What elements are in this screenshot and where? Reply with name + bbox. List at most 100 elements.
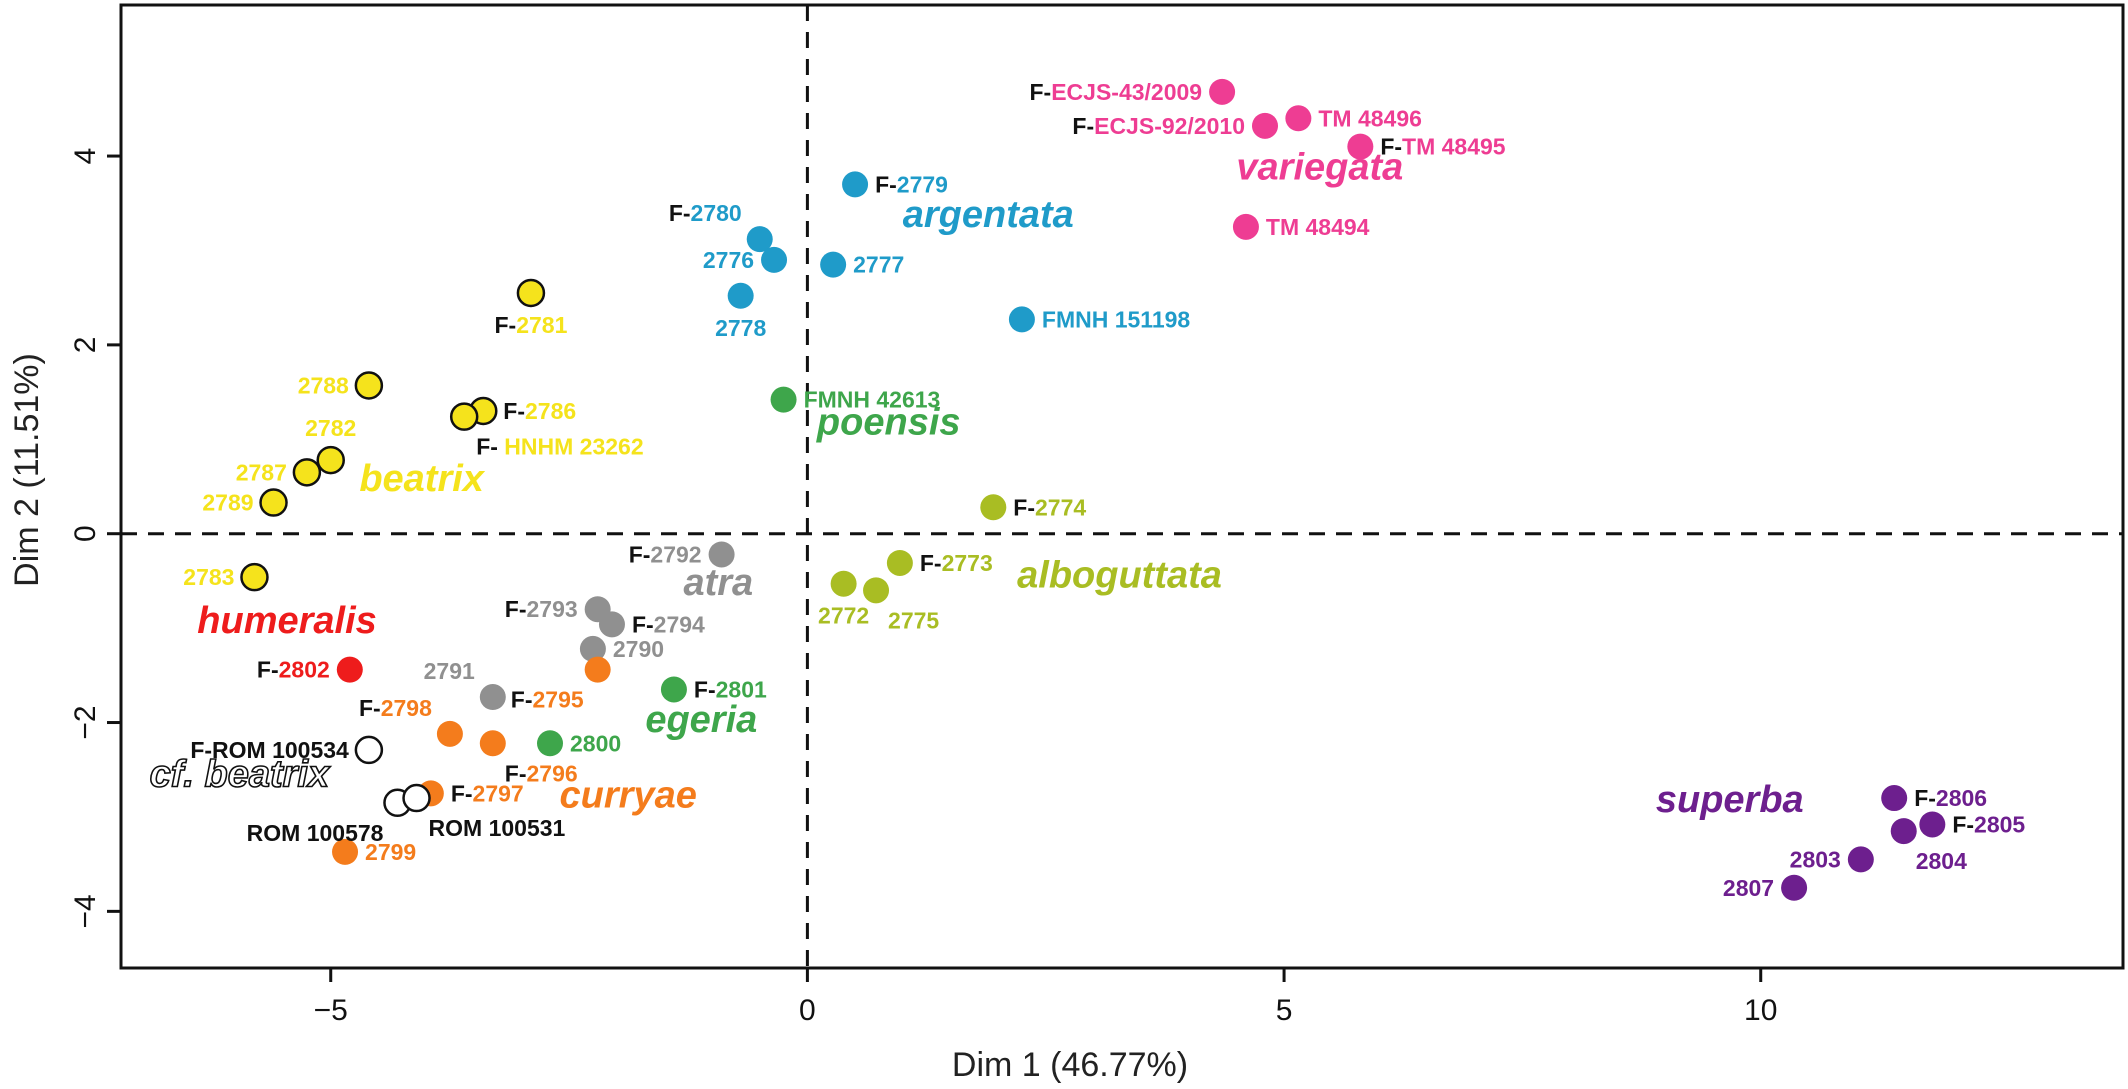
data-point [259, 488, 288, 517]
point-label: 2775 [888, 607, 939, 633]
group-label: poensis [816, 402, 961, 444]
group-label: beatrix [359, 458, 485, 500]
data-point [727, 282, 754, 309]
data-point [1209, 78, 1236, 105]
data-point [708, 541, 735, 568]
data-point [761, 246, 788, 273]
point-label: TM 48494 [1266, 214, 1370, 240]
group-labels: variegata argentata poensis beatrix albogutt… [149, 147, 1804, 822]
point-label: F-2792 [629, 541, 702, 567]
x-tick-label: 0 [799, 994, 816, 1027]
point-label: TM 48496 [1318, 105, 1422, 131]
data-point [1008, 306, 1035, 333]
group-label: atra [683, 562, 753, 604]
point-label: 2804 [1916, 848, 1967, 874]
point-label: F-2786 [503, 398, 576, 424]
data-point [770, 386, 797, 413]
point-label: 2800 [570, 730, 621, 756]
y-tick-label: 4 [69, 148, 102, 165]
data-point [1285, 105, 1312, 132]
data-point [598, 611, 625, 638]
y-tick-label: −2 [69, 705, 102, 739]
data-point [292, 458, 322, 487]
y-axis-title: Dim 2 (11.51%) [8, 353, 46, 587]
data-point [842, 171, 869, 198]
point-label: 2787 [236, 459, 287, 485]
point-label: F-2793 [505, 596, 578, 622]
x-axis-title: Dim 1 (46.77%) [952, 1046, 1188, 1084]
point-label: 2807 [1723, 875, 1774, 901]
group-label: curryae [560, 775, 697, 817]
data-point [354, 371, 384, 400]
data-point [1232, 213, 1259, 240]
point-label: F-ROM 100534 [190, 737, 349, 763]
point-label: F-2802 [257, 657, 330, 683]
data-point [479, 684, 506, 711]
point-label: 2783 [183, 564, 234, 590]
point-label: F-2781 [494, 312, 567, 338]
point-label: F-2795 [511, 687, 584, 713]
group-label: alboguttata [1017, 555, 1222, 597]
point-label: 2776 [703, 247, 754, 273]
group-label: superba [1656, 779, 1804, 821]
data-point [354, 735, 384, 765]
group-label: argentata [903, 194, 1074, 236]
y-tick-label: 0 [69, 525, 102, 542]
data-point [584, 656, 611, 683]
y-tick-label: −4 [69, 894, 102, 928]
data-point [1919, 811, 1946, 838]
point-label: 2788 [298, 372, 349, 398]
reference-lines [121, 5, 2123, 968]
point-label: F-2798 [359, 695, 432, 721]
data-point [479, 730, 506, 757]
data-point [449, 402, 479, 431]
group-label: variegata [1236, 147, 1403, 189]
group-label: cf. beatrix [150, 754, 331, 796]
x-tick-label: −5 [314, 994, 348, 1027]
point-label: F-2797 [451, 780, 524, 806]
point-label: 2791 [424, 658, 475, 684]
group-label: humeralis [197, 600, 377, 642]
data-point [830, 570, 857, 597]
x-tick-label: 5 [1276, 994, 1293, 1027]
point-label: ROM 100578 [247, 820, 384, 846]
data-point [336, 656, 363, 683]
point-label: FMNH 151198 [1042, 306, 1191, 332]
data-point [332, 838, 359, 865]
data-point [820, 251, 847, 278]
data-point [980, 494, 1007, 521]
data-point [1890, 818, 1917, 845]
data-point [863, 577, 890, 604]
data-point [316, 445, 345, 475]
point-label: 2772 [818, 603, 869, 629]
point-label: 2790 [613, 636, 664, 662]
y-tick-label: 2 [69, 337, 102, 354]
point-label: F-2805 [1952, 811, 2025, 837]
data-point [1347, 133, 1374, 160]
data-point [1781, 874, 1808, 901]
point-label: F-2806 [1914, 785, 1987, 811]
data-point [516, 278, 546, 308]
data-point [240, 562, 269, 592]
point-label: F-2774 [1013, 494, 1086, 520]
point-label: 2799 [365, 839, 416, 865]
data-point [402, 783, 431, 813]
group-label: egeria [645, 699, 757, 741]
data-point [1252, 112, 1278, 139]
point-label: F-2773 [920, 550, 993, 576]
point-label: F-2801 [694, 676, 767, 702]
point-label: FMNH 42613 [804, 387, 941, 413]
data-point [537, 730, 563, 757]
x-tick-label: 10 [1744, 994, 1777, 1027]
point-label: 2803 [1790, 846, 1841, 872]
point-label: F-2780 [669, 200, 742, 226]
data-point [660, 676, 687, 703]
point-label: 2778 [715, 315, 766, 341]
data-point [886, 549, 913, 576]
point-label: F-ECJS-92/2010 [1072, 113, 1245, 139]
data-point [579, 635, 606, 662]
point-label: F-2779 [875, 171, 948, 197]
point-label: F- HNHM 23262 [476, 434, 643, 460]
data-point [1881, 785, 1908, 812]
